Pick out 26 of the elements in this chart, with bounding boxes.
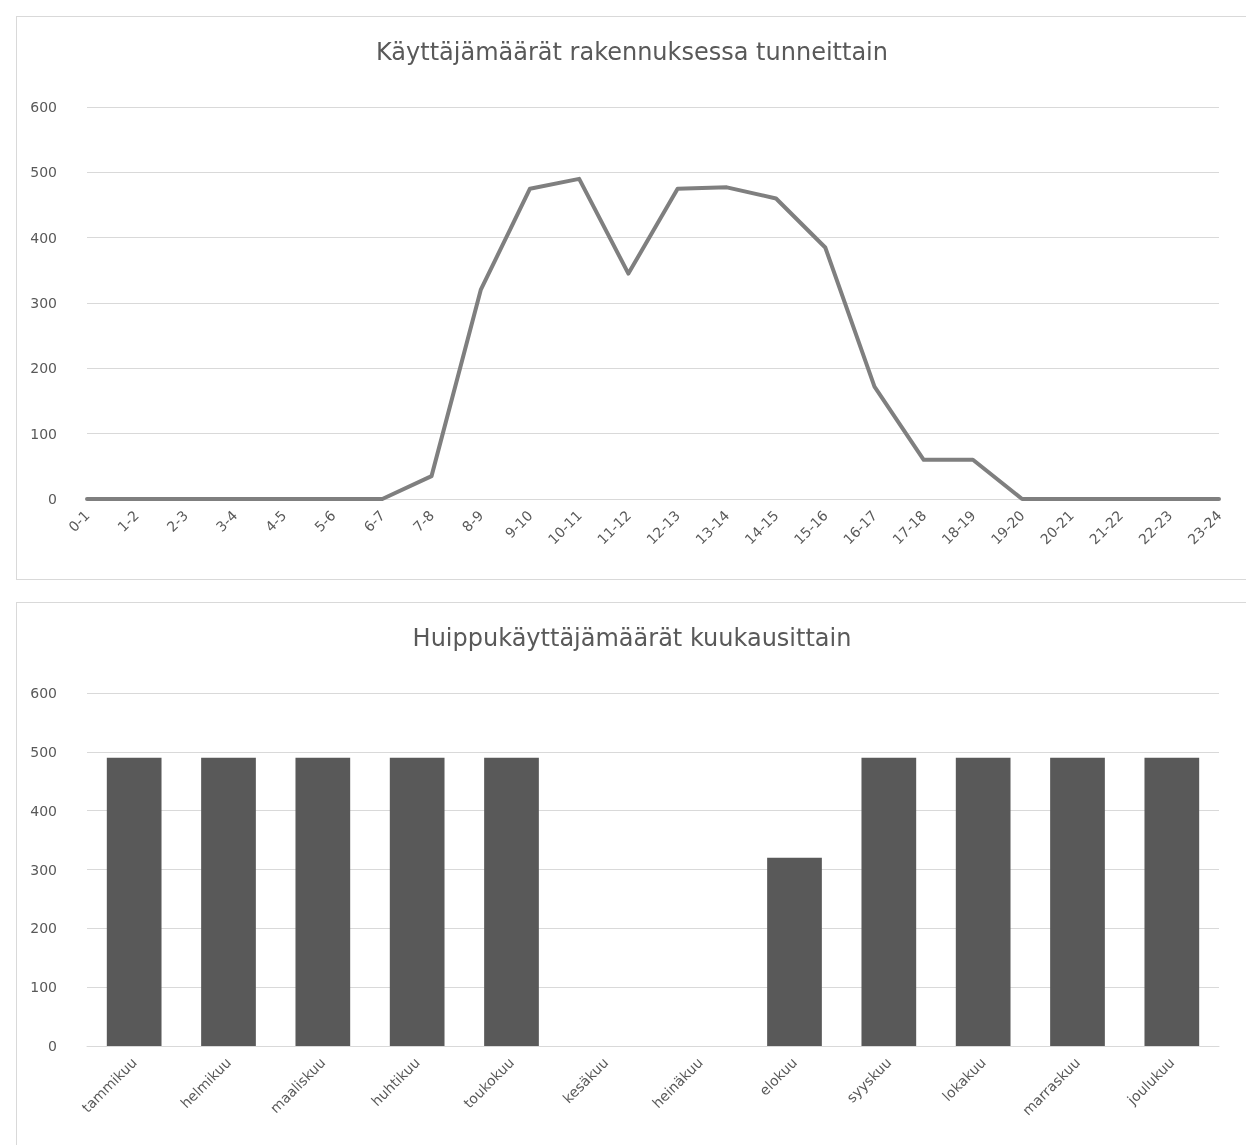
x-tick-label: 0-1 [65, 507, 93, 535]
x-tick-label: 8-9 [458, 507, 487, 535]
y-tick-label: 500 [30, 743, 57, 760]
x-tick-label: 7-8 [409, 507, 438, 535]
y-tick-label: 0 [48, 1038, 57, 1054]
y-tick-label: 600 [30, 99, 57, 115]
chart-title: Huippukäyttäjämäärät kuukausittain [412, 624, 852, 652]
x-tick-label: 6-7 [360, 507, 388, 535]
y-tick-label: 100 [30, 979, 57, 996]
y-tick-label: 600 [30, 685, 57, 701]
y-tick-label: 200 [30, 360, 57, 377]
x-tick-label: 4-5 [262, 507, 290, 535]
x-tick-label: 5-6 [311, 507, 339, 535]
y-tick-label: 0 [48, 491, 57, 507]
y-tick-label: 200 [30, 920, 57, 937]
y-tick-label: 300 [30, 861, 57, 878]
y-tick-label: 300 [30, 295, 57, 311]
y-tick-label: 100 [30, 425, 57, 442]
x-tick-label: 2-3 [163, 507, 192, 535]
y-tick-label: 400 [30, 802, 57, 819]
x-tick-label: 1-2 [114, 507, 142, 535]
line-series [85, 176, 1221, 501]
y-tick-label: 500 [30, 164, 57, 181]
chart-title: Käyttäjämäärät rakennuksessa tunneittain [376, 38, 888, 66]
y-tick-label: 400 [30, 229, 57, 246]
x-tick-label: 3-4 [212, 507, 241, 535]
